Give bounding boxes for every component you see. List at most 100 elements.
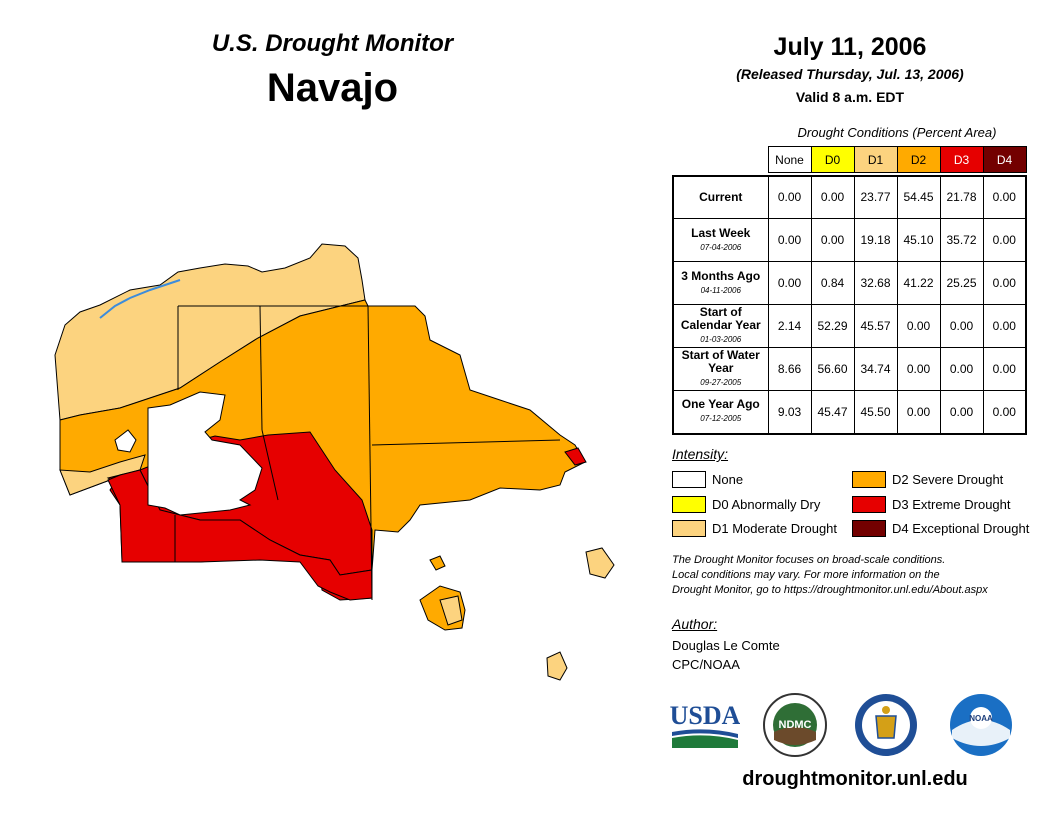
map-region-none [147, 391, 263, 516]
table-cell: 0.00 [896, 304, 941, 348]
river [99, 279, 181, 319]
valid-time: Valid 8 a.m. EDT [795, 89, 905, 105]
table-cell: 25.25 [939, 261, 984, 305]
row-label: Current [672, 174, 769, 219]
table-cell: 56.60 [810, 347, 855, 391]
table-cell: 0.00 [767, 218, 812, 262]
table-cell: 45.50 [853, 390, 898, 435]
table-cell: 0.00 [896, 347, 941, 391]
monitor-subtitle: U.S. Drought Monitor [211, 30, 454, 57]
table-cell: 0.00 [939, 304, 984, 348]
legend-swatch [672, 496, 706, 513]
author-title: Author: [672, 616, 718, 632]
table-cell: 45.47 [810, 390, 855, 435]
table-cell: 45.10 [896, 218, 941, 262]
table-cell: 0.00 [982, 261, 1027, 305]
table-cell: 0.84 [810, 261, 855, 305]
map-parcel-3 [585, 547, 615, 579]
map-date: July 11, 2006 [773, 33, 927, 61]
col-d1: D1 [853, 146, 898, 173]
table-cell: 41.22 [896, 261, 941, 305]
table-cell: 54.45 [896, 174, 941, 219]
map-parcel-5 [429, 555, 446, 571]
legend-swatch [852, 471, 886, 488]
legend-label: D1 Moderate Drought [712, 521, 838, 536]
table-cell: 0.00 [982, 174, 1027, 219]
table-cell: 0.00 [810, 218, 855, 262]
legend-label: D0 Abnormally Dry [712, 497, 821, 512]
col-d4: D4 [982, 146, 1027, 173]
legend-swatch [852, 520, 886, 537]
ndmc-logo: NDMC [763, 693, 827, 757]
table-cell: 35.72 [939, 218, 984, 262]
legend-swatch [672, 520, 706, 537]
table-cell: 0.00 [982, 218, 1027, 262]
drought-map [54, 243, 615, 681]
legend-label: D2 Severe Drought [892, 472, 1004, 487]
table-cell: 0.00 [767, 174, 812, 219]
row-label: 3 Months Ago 04-11-2006 [672, 261, 769, 305]
table-cell: 32.68 [853, 261, 898, 305]
table-header-row: None D0 D1 D2 D3 D4 [673, 146, 1027, 173]
table-cell: 45.57 [853, 304, 898, 348]
map-island-white [114, 429, 137, 453]
legend-item-d2: D2 Severe Drought [852, 471, 1003, 488]
commerce-seal-logo [855, 694, 917, 756]
map-parcel-2 [439, 595, 463, 626]
svg-text:NOAA: NOAA [969, 714, 993, 723]
svg-text:USDA: USDA [670, 701, 740, 730]
legend-label: D3 Extreme Drought [892, 497, 1011, 512]
disclaimer-note: The Drought Monitor focuses on broad-sca… [672, 554, 988, 596]
table-row: 3 Months Ago 04-11-2006 0.00 0.84 32.68 4… [672, 261, 1027, 305]
table-cell: 0.00 [939, 390, 984, 435]
table-cell: 0.00 [982, 304, 1027, 348]
legend-label: None [712, 472, 744, 487]
legend-swatch [672, 471, 706, 488]
row-label: Last Week 07-04-2006 [672, 218, 769, 262]
legend-item-d1: D1 Moderate Drought [672, 520, 837, 537]
legend-item-d3: D3 Extreme Drought [852, 496, 1011, 513]
legend-swatch [852, 496, 886, 513]
table-cell: 34.74 [853, 347, 898, 391]
col-none: None [767, 146, 812, 173]
map-region-d3-east [564, 447, 587, 466]
intensity-title: Intensity: [672, 446, 729, 462]
table-cell: 0.00 [939, 347, 984, 391]
website-link[interactable]: droughtmonitor.unl.edu [742, 768, 968, 790]
table-corner [673, 147, 768, 173]
table-cell: 9.03 [767, 390, 812, 435]
table-row: Start of Water Year 09-27-2005 8.66 56.60… [672, 347, 1027, 391]
legend-item-d4: D4 Exceptional Drought [852, 520, 1029, 537]
table-cell: 21.78 [939, 174, 984, 219]
table-caption: Drought Conditions (Percent Area) [797, 125, 997, 140]
drought-conditions-table: None D0 D1 D2 D3 D4 Current 0.00 0.00 23… [672, 146, 1027, 435]
row-label: One Year Ago 07-12-2005 [672, 390, 769, 435]
col-d2: D2 [896, 146, 941, 173]
release-date: (Released Thursday, Jul. 13, 2006) [736, 66, 964, 82]
map-parcel-4 [546, 651, 568, 681]
author-name: Douglas Le Comte [672, 638, 780, 653]
table-cell: 23.77 [853, 174, 898, 219]
row-label: Start of Calendar Year 01-03-2006 [672, 304, 769, 348]
table-cell: 19.18 [853, 218, 898, 262]
table-cell: 8.66 [767, 347, 812, 391]
legend-item-none: None [672, 471, 743, 488]
table-cell: 0.00 [896, 390, 941, 435]
table-cell: 2.14 [767, 304, 812, 348]
row-label: Start of Water Year 09-27-2005 [672, 347, 769, 391]
table-row: Start of Calendar Year 01-03-2006 2.14 52… [672, 304, 1027, 348]
col-d3: D3 [939, 146, 984, 173]
table-cell: 0.00 [767, 261, 812, 305]
col-d0: D0 [810, 146, 855, 173]
table-row: One Year Ago 07-12-2005 9.03 45.47 45.50 … [672, 390, 1027, 435]
usda-logo: USDA [670, 701, 740, 748]
table-cell: 52.29 [810, 304, 855, 348]
table-row: Current 0.00 0.00 23.77 54.45 21.78 0.00 [672, 174, 1027, 219]
svg-text:NDMC: NDMC [779, 719, 812, 731]
map-region-d1-west [59, 454, 146, 496]
table-row: Last Week 07-04-2006 0.00 0.00 19.18 45.1… [672, 218, 1027, 262]
region-title: Navajo [266, 66, 399, 110]
table-cell: 0.00 [810, 174, 855, 219]
legend-label: D4 Exceptional Drought [892, 521, 1030, 536]
table-cell: 0.00 [982, 390, 1027, 435]
